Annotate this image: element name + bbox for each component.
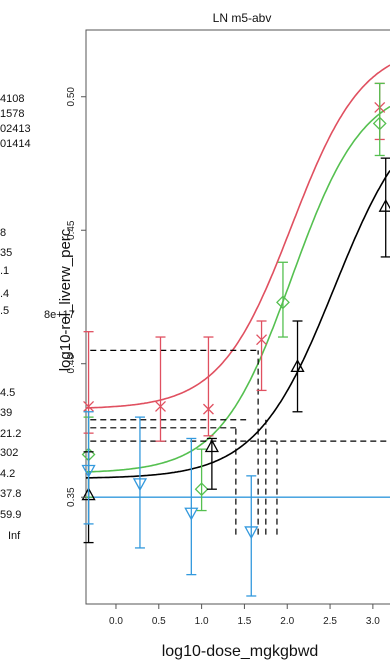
x-tick-label: 2.0 — [280, 616, 294, 627]
reference-lines — [90, 349, 390, 535]
x-tick-label: 0.5 — [152, 616, 166, 627]
y-tick-label: 0.50 — [66, 87, 77, 107]
left-panel-value: 02413 — [0, 123, 31, 135]
marker-triangle-down — [132, 478, 148, 492]
left-panel-value: 35 — [0, 247, 12, 259]
left-panel-value: 302 — [0, 447, 18, 459]
fitted-curve-1 — [85, 105, 390, 473]
data-point — [372, 82, 387, 157]
y-axis-ticks: 0.35 0.40 0.45 0.50 — [66, 87, 86, 507]
left-panel-value: 39 — [0, 407, 12, 419]
y-tick-label: 0.35 — [66, 487, 77, 507]
left-panel-value: 59.9 — [0, 509, 21, 521]
marker-x — [155, 400, 166, 412]
marker-triangle-up — [204, 439, 219, 453]
x-axis-ticks: 0.0 0.5 1.0 1.5 2.0 2.5 3.0 — [109, 604, 380, 627]
fitted-curve-0 — [85, 64, 390, 409]
y-tick-label: 0.45 — [66, 220, 77, 240]
left-panel-value: .1 — [0, 265, 9, 277]
data-point — [204, 437, 219, 490]
left-panel-value: 1578 — [0, 108, 24, 120]
left-panel-value: 8 — [0, 227, 6, 239]
marker-triangle-down — [81, 464, 96, 478]
data-point — [132, 416, 148, 549]
left-panel-value: 4108 — [0, 93, 24, 105]
data-point — [194, 448, 209, 512]
left-panel-value: 4.5 — [0, 387, 15, 399]
data-point — [244, 475, 259, 597]
left-panel-values: 4108 1578 02413 01414 8 35 .1 .4 .5 8e+17 4.5 39 21.… — [0, 93, 75, 542]
left-panel-value: 37.8 — [0, 488, 21, 500]
y-tick-label: 0.40 — [66, 354, 77, 374]
x-tick-label: 1.5 — [237, 616, 251, 627]
marker-diamond — [372, 116, 387, 131]
x-tick-label: 0.0 — [109, 616, 123, 627]
x-tick-label: 2.5 — [323, 616, 337, 627]
data-point — [256, 320, 268, 392]
marker-triangle-up — [378, 198, 390, 212]
fitted-curve-2 — [85, 170, 390, 479]
marker-triangle-up — [290, 359, 305, 373]
left-panel-value: 8e+17 — [44, 309, 75, 321]
marker-x — [202, 403, 214, 415]
marker-x — [256, 334, 268, 346]
data-point — [81, 411, 96, 525]
marker-diamond — [276, 295, 290, 310]
x-axis-label: log10-dose_mgkgbwd — [162, 643, 319, 660]
data-point — [155, 336, 166, 442]
left-panel-value: .5 — [0, 305, 9, 317]
marker-diamond — [194, 482, 209, 497]
left-panel-value: 4.2 — [0, 468, 15, 480]
left-panel-value: 21.2 — [0, 428, 21, 440]
data-point — [184, 437, 199, 576]
marker-x — [83, 400, 95, 412]
plot-frame — [85, 29, 390, 605]
data-point — [202, 336, 214, 437]
left-panel-value: .4 — [0, 288, 9, 300]
data-points — [81, 82, 390, 597]
marker-triangle-down — [244, 526, 259, 540]
left-panel-value: 01414 — [0, 138, 31, 150]
data-point — [378, 157, 390, 258]
chart-title: LN m5-abv — [213, 11, 272, 25]
fitted-curves — [85, 64, 390, 498]
marker-triangle-down — [184, 507, 199, 521]
x-tick-label: 1.0 — [195, 616, 209, 627]
x-tick-label: 3.0 — [366, 616, 380, 627]
data-point — [290, 320, 305, 413]
data-point — [276, 261, 290, 338]
y-axis-label: log10-rel_liverw_perc — [57, 228, 74, 371]
left-panel-value: Inf — [8, 530, 21, 542]
